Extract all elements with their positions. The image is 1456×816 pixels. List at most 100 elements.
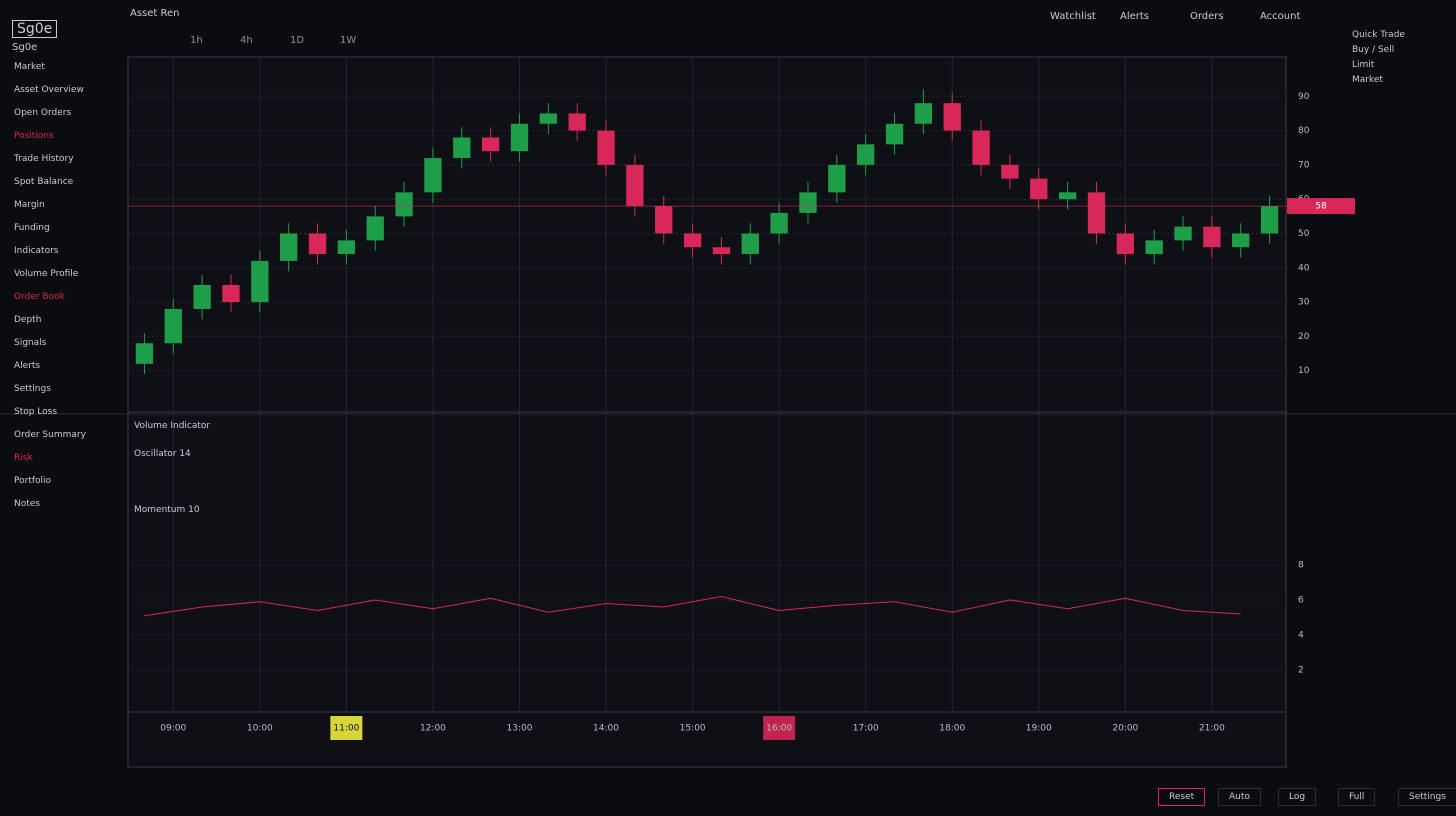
candle-body bbox=[597, 130, 615, 165]
candle-body bbox=[1260, 206, 1279, 234]
x-tick-label: 13:00 bbox=[507, 724, 533, 734]
candle-body bbox=[222, 284, 240, 303]
candle-body bbox=[943, 103, 961, 131]
candle-body bbox=[655, 206, 673, 234]
sidebar-item[interactable]: Funding bbox=[14, 223, 50, 233]
x-tick-label: 11:00 bbox=[333, 724, 359, 734]
sidebar-item[interactable]: Trade History bbox=[14, 154, 74, 164]
panel-label: Momentum 10 bbox=[134, 505, 200, 515]
footer-button[interactable]: Log bbox=[1278, 788, 1317, 806]
right-panel-item[interactable]: Limit bbox=[1352, 60, 1375, 70]
x-tick-label: 17:00 bbox=[853, 724, 879, 734]
right-panel-item[interactable]: Market bbox=[1352, 75, 1383, 85]
candle-body bbox=[395, 192, 413, 217]
price-tag-label: 58 bbox=[1315, 202, 1327, 212]
pair[interactable]: Asset Ren bbox=[130, 8, 180, 19]
top-menu[interactable]: Account bbox=[1260, 11, 1301, 22]
top-menu[interactable]: Orders bbox=[1190, 11, 1224, 22]
footer-button[interactable]: Auto bbox=[1218, 788, 1261, 806]
y-tick-label: 20 bbox=[1298, 332, 1310, 342]
x-tick-label: 16:00 bbox=[766, 724, 792, 734]
x-tick-label: 12:00 bbox=[420, 724, 446, 734]
candle-body bbox=[280, 233, 298, 261]
candle-body bbox=[828, 164, 846, 193]
sidebar-item[interactable]: Risk bbox=[14, 453, 33, 463]
x-tick-label: 19:00 bbox=[1026, 724, 1052, 734]
candle-body bbox=[453, 137, 471, 159]
candle-body bbox=[366, 216, 384, 241]
toolbar-button[interactable]: 1W bbox=[340, 35, 357, 46]
x-tick-label: 21:00 bbox=[1199, 724, 1225, 734]
y-tick-label: 10 bbox=[1298, 366, 1310, 376]
sidebar-item[interactable]: Spot Balance bbox=[14, 177, 74, 187]
sidebar-item[interactable]: Stop Loss bbox=[14, 407, 58, 417]
candle-body bbox=[510, 123, 529, 152]
y-tick-label: 80 bbox=[1298, 126, 1310, 136]
sidebar-item[interactable]: Indicators bbox=[14, 246, 59, 256]
footer-button[interactable]: Settings bbox=[1398, 788, 1456, 806]
toolbar-button[interactable]: 1D bbox=[290, 35, 305, 46]
candle-body bbox=[308, 233, 327, 255]
logo[interactable]: Sg0e bbox=[12, 20, 58, 38]
candle-body bbox=[1058, 192, 1077, 200]
sidebar-item[interactable]: Asset Overview bbox=[14, 85, 84, 95]
toolbar-button[interactable]: 1h bbox=[190, 35, 203, 46]
candle-body bbox=[1030, 178, 1048, 200]
candle-body bbox=[799, 192, 817, 213]
y-tick-label: 50 bbox=[1298, 229, 1310, 239]
indicator-line bbox=[144, 595, 1241, 617]
sidebar-item[interactable]: Market bbox=[14, 62, 45, 72]
x-tick-label: 09:00 bbox=[160, 724, 186, 734]
sidebar-item[interactable]: Volume Profile bbox=[14, 269, 79, 279]
sidebar-item[interactable]: Margin bbox=[14, 200, 45, 210]
candle-body bbox=[885, 123, 904, 145]
y-tick-label: 30 bbox=[1298, 298, 1310, 308]
price-tag bbox=[1287, 198, 1355, 215]
sidebar-item[interactable]: Signals bbox=[14, 338, 47, 348]
y-tick-label: 90 bbox=[1298, 92, 1310, 102]
sidebar-item[interactable]: Open Orders bbox=[14, 108, 72, 118]
candle-body bbox=[741, 233, 759, 255]
candle-body bbox=[626, 164, 644, 207]
sidebar-item[interactable]: Portfolio bbox=[14, 476, 52, 486]
candle-body bbox=[481, 137, 500, 152]
sidebar-item[interactable]: Order Summary bbox=[14, 430, 86, 440]
candle-body bbox=[164, 308, 182, 344]
candle-body bbox=[770, 212, 788, 234]
footer-button[interactable]: Reset bbox=[1158, 788, 1206, 806]
candle-body bbox=[251, 260, 269, 303]
sidebar-item[interactable]: Positions bbox=[14, 131, 54, 141]
y-tick-label: 6 bbox=[1298, 596, 1304, 606]
x-tick-label: 14:00 bbox=[593, 724, 619, 734]
sidebar-item[interactable]: Order Book bbox=[14, 292, 65, 302]
right-panel-item[interactable]: Buy / Sell bbox=[1352, 45, 1395, 55]
sidebar-item[interactable]: Settings bbox=[14, 384, 51, 394]
panel-label: Oscillator 14 bbox=[134, 449, 191, 459]
tick-highlight bbox=[763, 716, 796, 740]
candle-body bbox=[857, 144, 875, 165]
x-tick-label: 10:00 bbox=[247, 724, 273, 734]
tick-highlight bbox=[330, 716, 363, 740]
footer-button[interactable]: Full bbox=[1338, 788, 1376, 806]
top-menu[interactable]: Alerts bbox=[1120, 11, 1150, 22]
candle-body bbox=[1001, 164, 1019, 179]
subtitle: Sg0e bbox=[12, 42, 38, 53]
candle-body bbox=[135, 343, 154, 364]
candle-body bbox=[914, 103, 933, 124]
candle-body bbox=[193, 284, 211, 309]
candle-body bbox=[568, 113, 586, 131]
y-tick-label: 4 bbox=[1298, 631, 1304, 641]
top-menu[interactable]: Watchlist bbox=[1050, 11, 1096, 22]
toolbar-button[interactable]: 4h bbox=[240, 35, 253, 46]
candle-body bbox=[539, 113, 557, 124]
sidebar-item[interactable]: Notes bbox=[14, 499, 40, 509]
candle-body bbox=[1174, 226, 1192, 241]
candle-body bbox=[1087, 192, 1106, 234]
y-tick-label: 70 bbox=[1298, 160, 1310, 170]
right-panel-item[interactable]: Quick Trade bbox=[1352, 30, 1405, 40]
x-tick-label: 20:00 bbox=[1112, 724, 1138, 734]
sidebar-item[interactable]: Alerts bbox=[14, 361, 41, 371]
sidebar-item[interactable]: Depth bbox=[14, 315, 42, 325]
